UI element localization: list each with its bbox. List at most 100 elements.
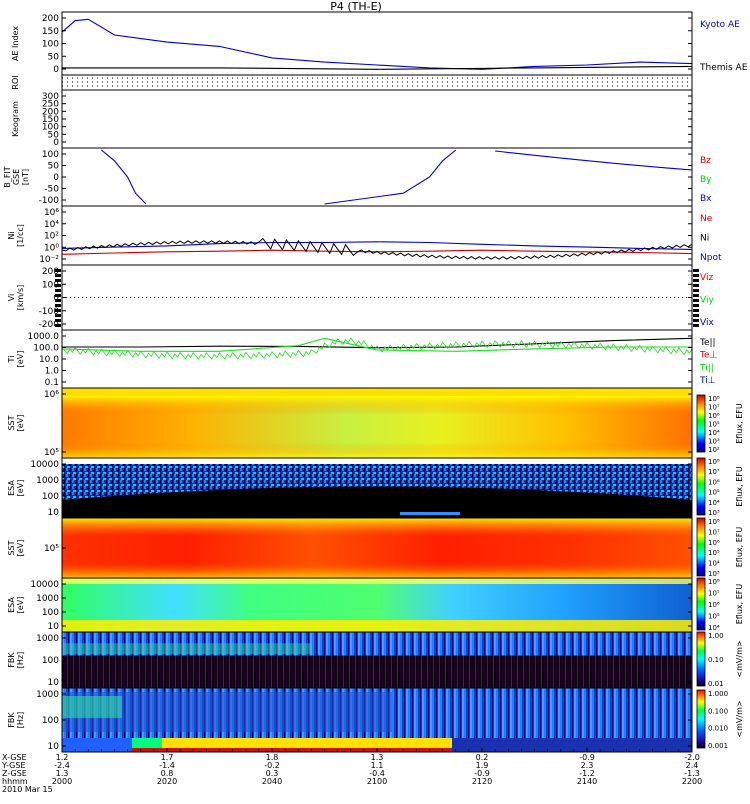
y-axis-label: [km/s] [16,285,25,311]
panel-ti: 1000.0 100.010.0 1.00.1 Ti [eV] Te|| Te⊥ Ti|| Ti… [7,329,718,389]
panel-fbk1: 1000 100 10 FBK [Hz] [7,631,693,689]
x-tick-label: -1.3 [684,769,700,778]
vi-side-mark [693,284,699,287]
y-tick-label: -200 [39,320,60,330]
colorbar-label: Eflux, EFU [735,584,744,625]
series-themisae [62,65,693,70]
y-axis-label: B_FIT [3,166,12,187]
y-tick-label: 10⁶ [44,208,59,218]
x-tick-label: -0.9 [579,753,595,762]
x-tick-label: 1.3 [56,769,69,778]
y-tick-label: 10⁵ [44,544,59,554]
colorbar-fill [696,517,706,577]
y-axis-label: [eV] [16,480,25,497]
y-tick-label: 100 [42,280,59,290]
sst-e-top-band [62,388,692,396]
x-tick-label: -0.9 [474,769,490,778]
panel-esa_e: 10000 1000 100 10 ESA [eV] [7,457,693,519]
colorbar-tick-label: 10³ [708,570,720,578]
legend-entry: Ne [700,214,713,224]
x-row-label: Z-GSE [2,769,27,778]
vi-side-mark-left [55,304,61,307]
y-tick-label: 1000.0 [28,332,60,342]
legend-entry: Vix [700,318,714,328]
x-tick-label: -1.2 [579,769,595,778]
series-kyotoae [61,18,693,70]
y-tick-label: 200 [42,267,59,277]
y-tick-label: 10⁻² [39,255,59,265]
legend-entry: Bx [700,194,712,204]
fbk2-bottom-right [452,738,692,752]
esa-e-dark-region [62,486,692,518]
colorbar-tick-label: 10⁴ [708,429,720,437]
sst-i-overlay [62,518,692,578]
colorbar-fill [696,577,706,631]
x-row-label: Y-GSE [1,761,25,770]
legend-entry: By [700,175,712,185]
legend-entry: Kyoto AE [700,20,740,30]
legend-entry: Te|| [699,338,716,348]
x-tick-label: 2000 [52,777,72,786]
y-tick-label: 250 [42,100,59,110]
y-tick-label: -50 [44,185,59,195]
x-row-label: X-GSE [2,753,27,762]
y-tick-label: 1000 [36,634,59,644]
vi-side-mark-left [55,324,61,327]
y-axis-label: Ni [7,231,16,239]
vi-side-mark [693,304,699,307]
y-tick-label: 1.0 [45,367,60,377]
y-tick-label: 50 [48,52,60,62]
colorbar-tick-label: 10⁶ [708,539,720,547]
y-tick-label: 0 [53,65,59,75]
y-tick-label: 100 [42,123,59,133]
fbk2-bottom-left [62,738,132,752]
y-tick-label: 10 [48,678,60,688]
x-tick-label: -0.2 [264,761,280,770]
colorbar-tick-label: 10² [708,446,720,454]
panel-vi: 200 100 0 -100 -200 Vi [km/s] Viz Viy Vix [7,264,714,331]
y-axis-label: [1/cc] [16,224,25,247]
colorbar-tick-label: 1.00 [708,632,724,640]
legend-entry: Ti⊥ [699,376,716,386]
colorbar-cb_esa_e: 10⁸ 10⁷ 10⁶ 10⁵ 10⁴ 10³ Eflux, EFU [696,457,744,517]
y-tick-label: 10⁵ [44,448,59,458]
y-tick-label: 10⁴ [44,220,59,230]
colorbar-fill [696,689,706,749]
colorbar-fill [696,457,706,516]
y-axis-label: [Hz] [16,712,25,728]
legend-entry: Ni [700,234,709,244]
colorbar-tick-label: 10⁸ [708,578,720,586]
x-tick-label: 1.9 [476,761,489,770]
x-tick-label: 1.2 [56,753,69,762]
y-tick-label: 200 [42,14,59,24]
colorbar-label: Eflux, EFU [735,527,744,568]
y-axis-label: GSE [12,169,21,185]
panel-ae: 200 150 100 50 0 AE Index Kyoto AE Themis AE [11,11,748,76]
y-tick-label: 0 [53,294,59,304]
y-tick-label: 0 [53,138,59,148]
y-tick-label: 150 [42,27,59,37]
vi-side-mark [693,269,699,272]
colorbar-tick-label: 10⁷ [708,404,720,412]
vi-side-mark [693,299,699,302]
colorbar-tick-label: 10⁵ [708,489,720,497]
x-tick-label: 2.3 [581,761,594,770]
x-tick-label: 2020 [157,777,177,786]
vi-side-mark-left [55,289,61,292]
colorbar-label: <mV/m> [735,700,744,737]
esa-e-top-white [62,458,692,464]
esa-i-bottom [62,620,692,632]
x-tick-label: 2200 [682,777,702,786]
colorbar-tick-label: 0.001 [708,742,728,750]
y-tick-label: 100 [42,608,59,618]
y-tick-label: 10⁰ [44,243,59,253]
esa-e-streak [400,512,460,515]
y-tick-label: -100 [39,307,60,317]
panel-roi: ROI [11,74,693,91]
colorbar-tick-label: 10⁶ [708,412,720,420]
y-axis-label: [eV] [16,597,25,614]
y-axis-label: ESA [7,597,16,613]
vi-side-mark [693,274,699,277]
